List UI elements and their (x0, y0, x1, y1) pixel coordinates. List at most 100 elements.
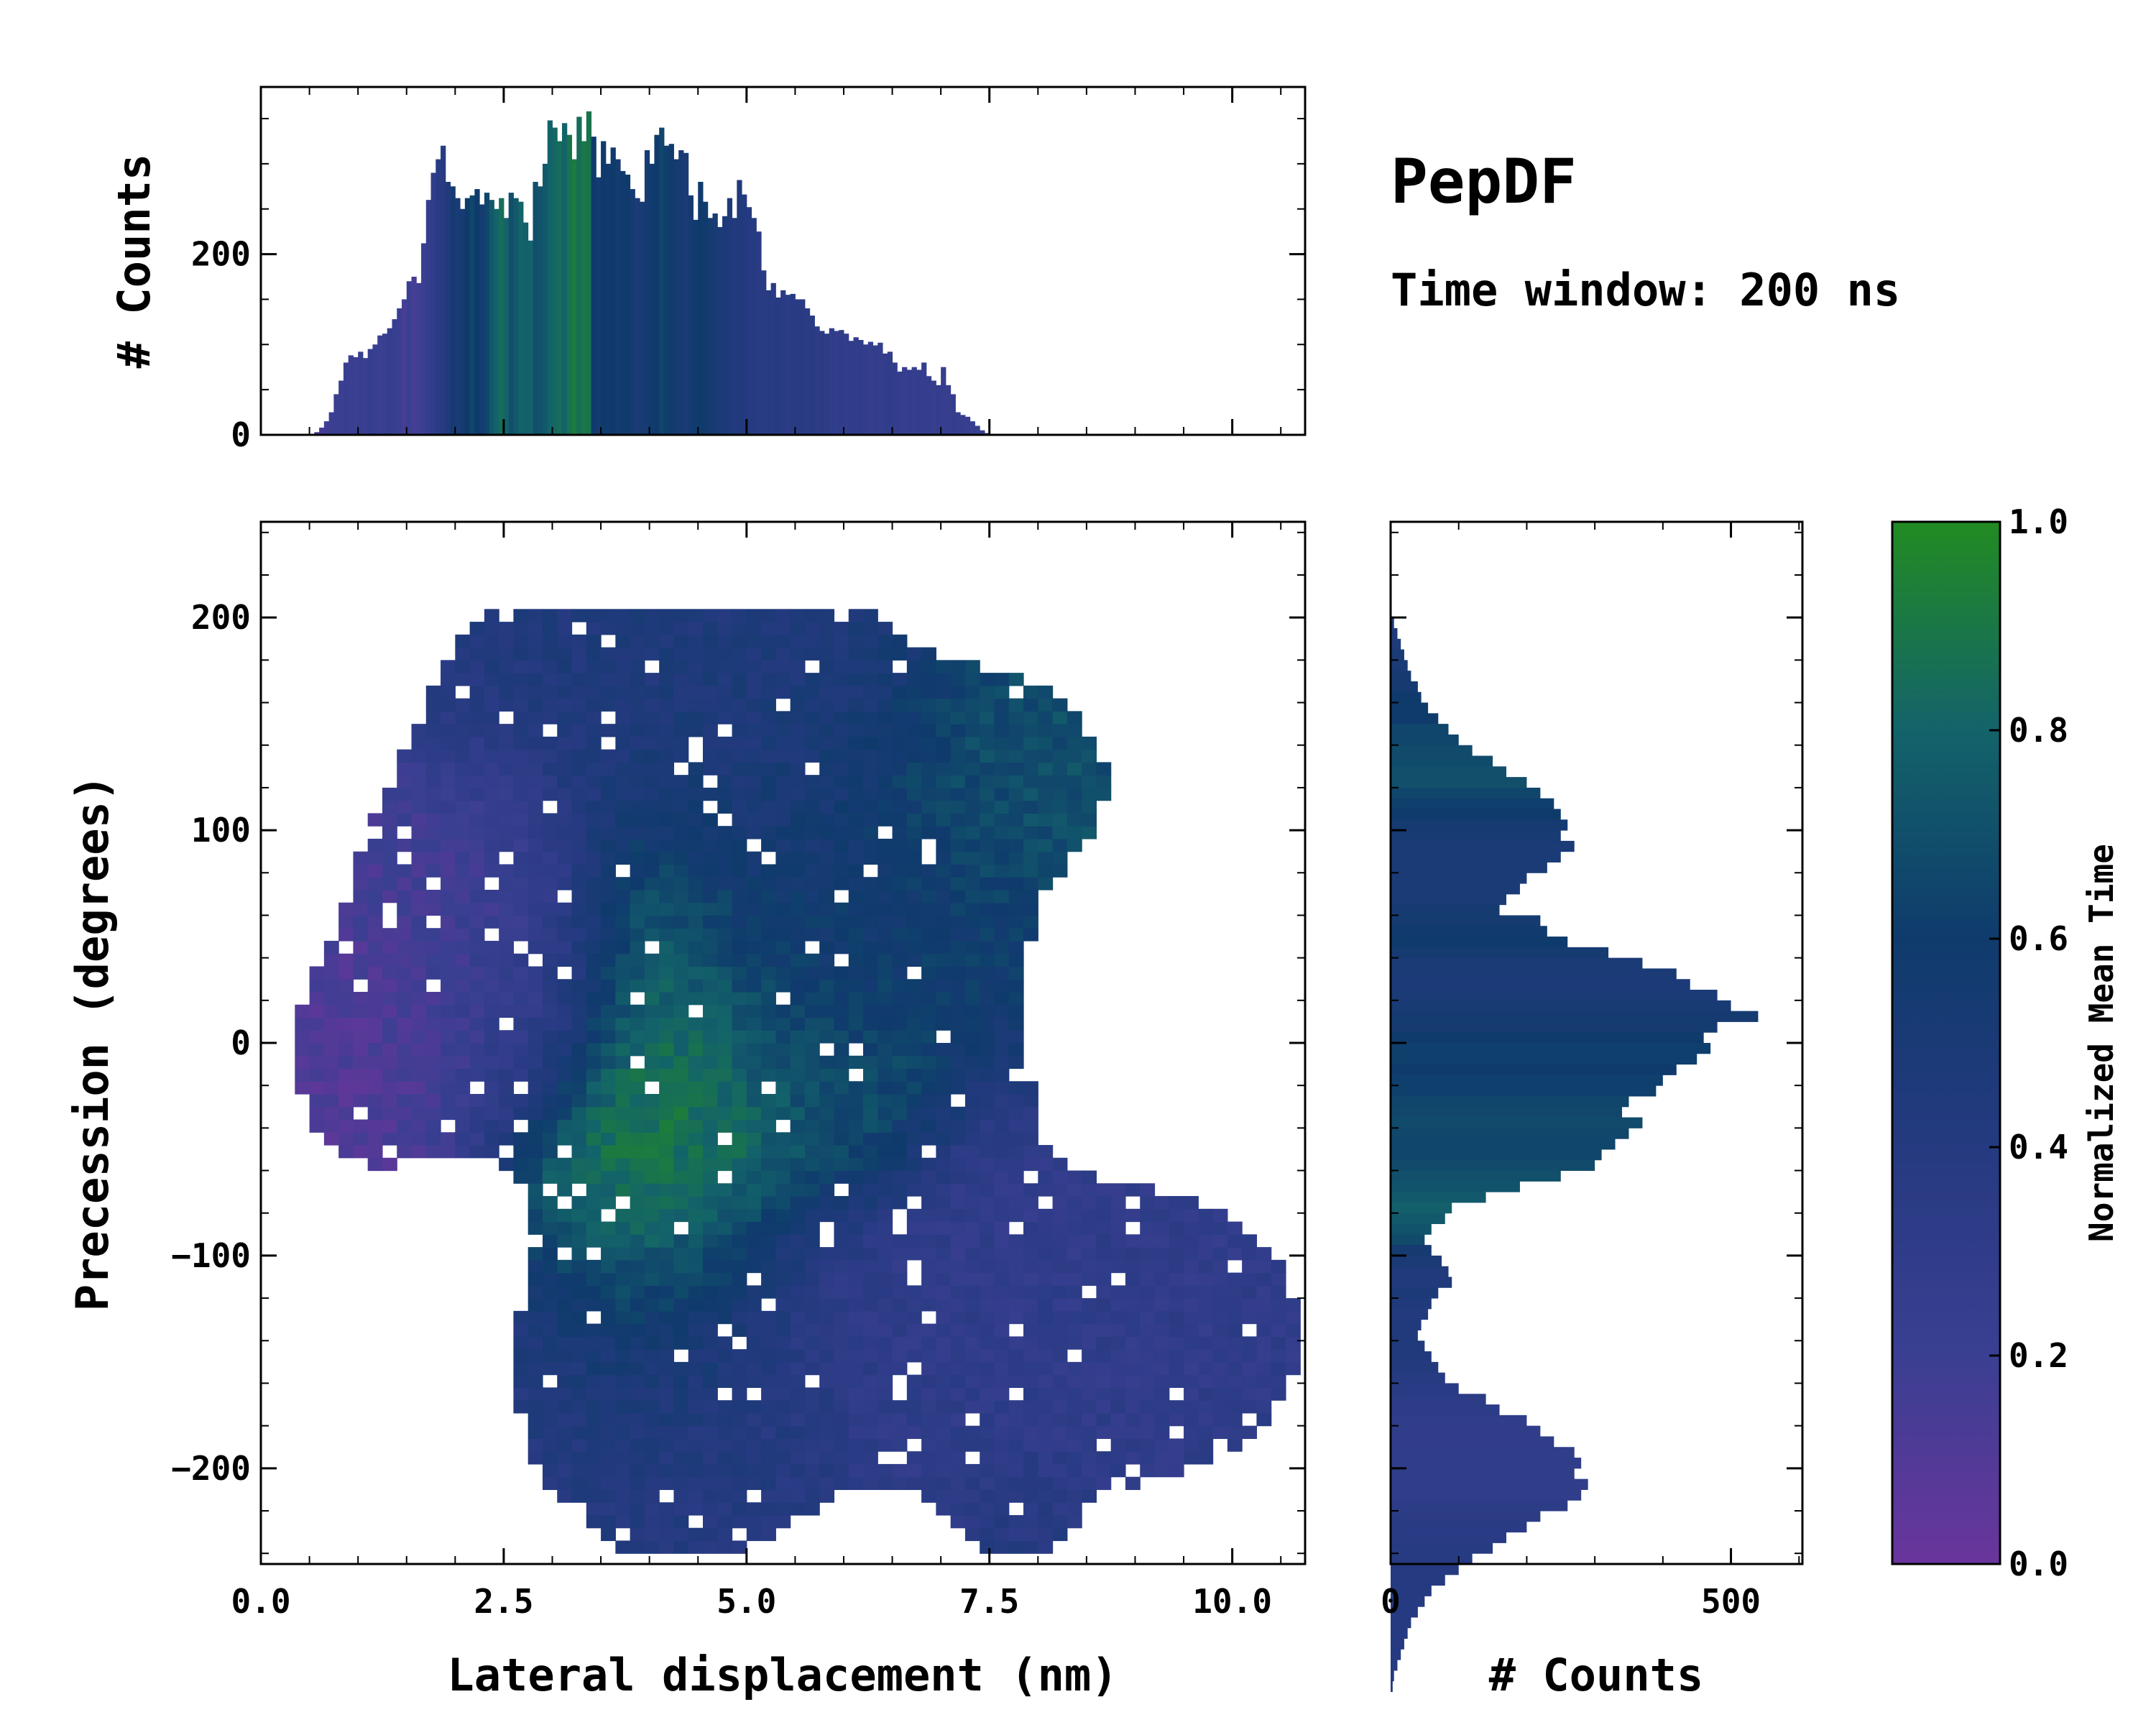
heatmap-cell (499, 838, 515, 852)
heatmap-cell (877, 940, 893, 954)
heatmap-cell (353, 915, 369, 929)
heatmap-cell (411, 1132, 427, 1146)
top-histogram-bar (804, 308, 811, 435)
heatmap-cell (804, 1030, 820, 1044)
heatmap-cell (702, 877, 718, 891)
heatmap-cell (921, 1323, 936, 1337)
heatmap-cell (775, 1412, 791, 1427)
heatmap-cell (673, 928, 689, 942)
heatmap-cell (367, 902, 383, 916)
heatmap-cell (601, 966, 616, 980)
heatmap-cell (746, 1017, 762, 1031)
heatmap-cell (455, 1119, 471, 1133)
heatmap-cell (411, 991, 427, 1006)
heatmap-cell (863, 851, 878, 865)
heatmap-cell (615, 685, 631, 699)
heatmap-cell (892, 1081, 908, 1095)
heatmap-cell (936, 940, 952, 954)
heatmap-cell (382, 940, 397, 954)
heatmap-cell (513, 800, 529, 814)
heatmap-cell (1038, 775, 1054, 788)
heatmap-cell (1096, 1336, 1112, 1350)
colorbar: 0.00.20.40.60.81.0 Normalized Mean Time (1891, 502, 2121, 1583)
top-histogram-bar (586, 111, 592, 435)
top-histogram-bar (785, 295, 791, 435)
heatmap-cell (790, 1004, 806, 1018)
heatmap-cell (484, 647, 499, 661)
heatmap-cell (775, 1106, 791, 1121)
heatmap-cell (1169, 1336, 1184, 1350)
heatmap-cell (1110, 1247, 1126, 1261)
heatmap-cell (892, 915, 908, 929)
heatmap-cell (425, 1043, 441, 1057)
heatmap-cell (964, 1183, 980, 1197)
heatmap-cell (775, 826, 791, 840)
heatmap-cell (1067, 1272, 1082, 1286)
heatmap-cell (382, 851, 397, 865)
heatmap-cell (367, 851, 383, 865)
right-histogram-bar (1391, 990, 1718, 1001)
heatmap-cell (1023, 813, 1038, 827)
heatmap-cell (906, 775, 922, 788)
heatmap-cell (761, 838, 776, 852)
heatmap-cell (746, 685, 762, 699)
heatmap-cell (571, 660, 587, 673)
heatmap-cell (834, 1004, 849, 1018)
heatmap-cell (921, 1425, 936, 1440)
heatmap-cell (950, 1157, 966, 1172)
heatmap-cell (804, 800, 820, 814)
heatmap-cell (994, 1298, 1010, 1312)
heatmap-cell (601, 1043, 616, 1057)
heatmap-cell (804, 634, 820, 648)
heatmap-cell (688, 609, 704, 622)
heatmap-cell (848, 698, 864, 712)
heatmap-cell (1154, 1221, 1170, 1235)
heatmap-cell (790, 1094, 806, 1108)
heatmap-cell (964, 749, 980, 763)
heatmap-cell (790, 775, 806, 788)
heatmap-cell (819, 736, 835, 750)
heatmap-cell (1023, 1157, 1038, 1172)
heatmap-cell (804, 609, 820, 622)
heatmap-cell (644, 1425, 660, 1440)
heatmap-cell (775, 851, 791, 865)
heatmap-cell (906, 1425, 922, 1440)
top-histogram-bar (547, 120, 553, 435)
heatmap-cell (455, 966, 471, 980)
heatmap-cell (848, 673, 864, 686)
heatmap-cell (906, 1285, 922, 1299)
heatmap-cell (499, 928, 515, 942)
heatmap-cell (746, 1145, 762, 1159)
heatmap-cell (1052, 698, 1068, 712)
heatmap-cell (455, 762, 471, 776)
heatmap-cell (790, 940, 806, 954)
heatmap-cell (382, 1004, 397, 1018)
heatmap-cell (1023, 1489, 1038, 1503)
heatmap-cell (367, 1068, 383, 1082)
heatmap-cell (1008, 1030, 1024, 1044)
heatmap-cell (1154, 1438, 1170, 1452)
heatmap-cell (1052, 1476, 1068, 1491)
heatmap-cell (571, 1094, 587, 1108)
heatmap-cell (819, 1387, 835, 1401)
heatmap-cell (1023, 1119, 1038, 1133)
heatmap-cell (557, 1234, 573, 1248)
heatmap-cell (1184, 1196, 1199, 1210)
heatmap-cell (615, 1514, 631, 1529)
heatmap-cell (557, 762, 573, 776)
heatmap-cell (630, 1119, 645, 1133)
heatmap-cell (804, 698, 820, 712)
heatmap-cell (1082, 1196, 1097, 1210)
heatmap-cell (1256, 1310, 1272, 1325)
heatmap-cell (790, 1017, 806, 1031)
heatmap-cell (615, 928, 631, 942)
heatmap-cell (673, 1094, 689, 1108)
heatmap-cell (1082, 1208, 1097, 1223)
heatmap-cell (775, 1043, 791, 1057)
heatmap-cell (790, 889, 806, 903)
heatmap-cell (863, 711, 878, 724)
heatmap-cell (659, 1298, 675, 1312)
heatmap-cell (367, 1094, 383, 1108)
heatmap-cell (775, 1310, 791, 1325)
heatmap-cell (906, 1106, 922, 1121)
